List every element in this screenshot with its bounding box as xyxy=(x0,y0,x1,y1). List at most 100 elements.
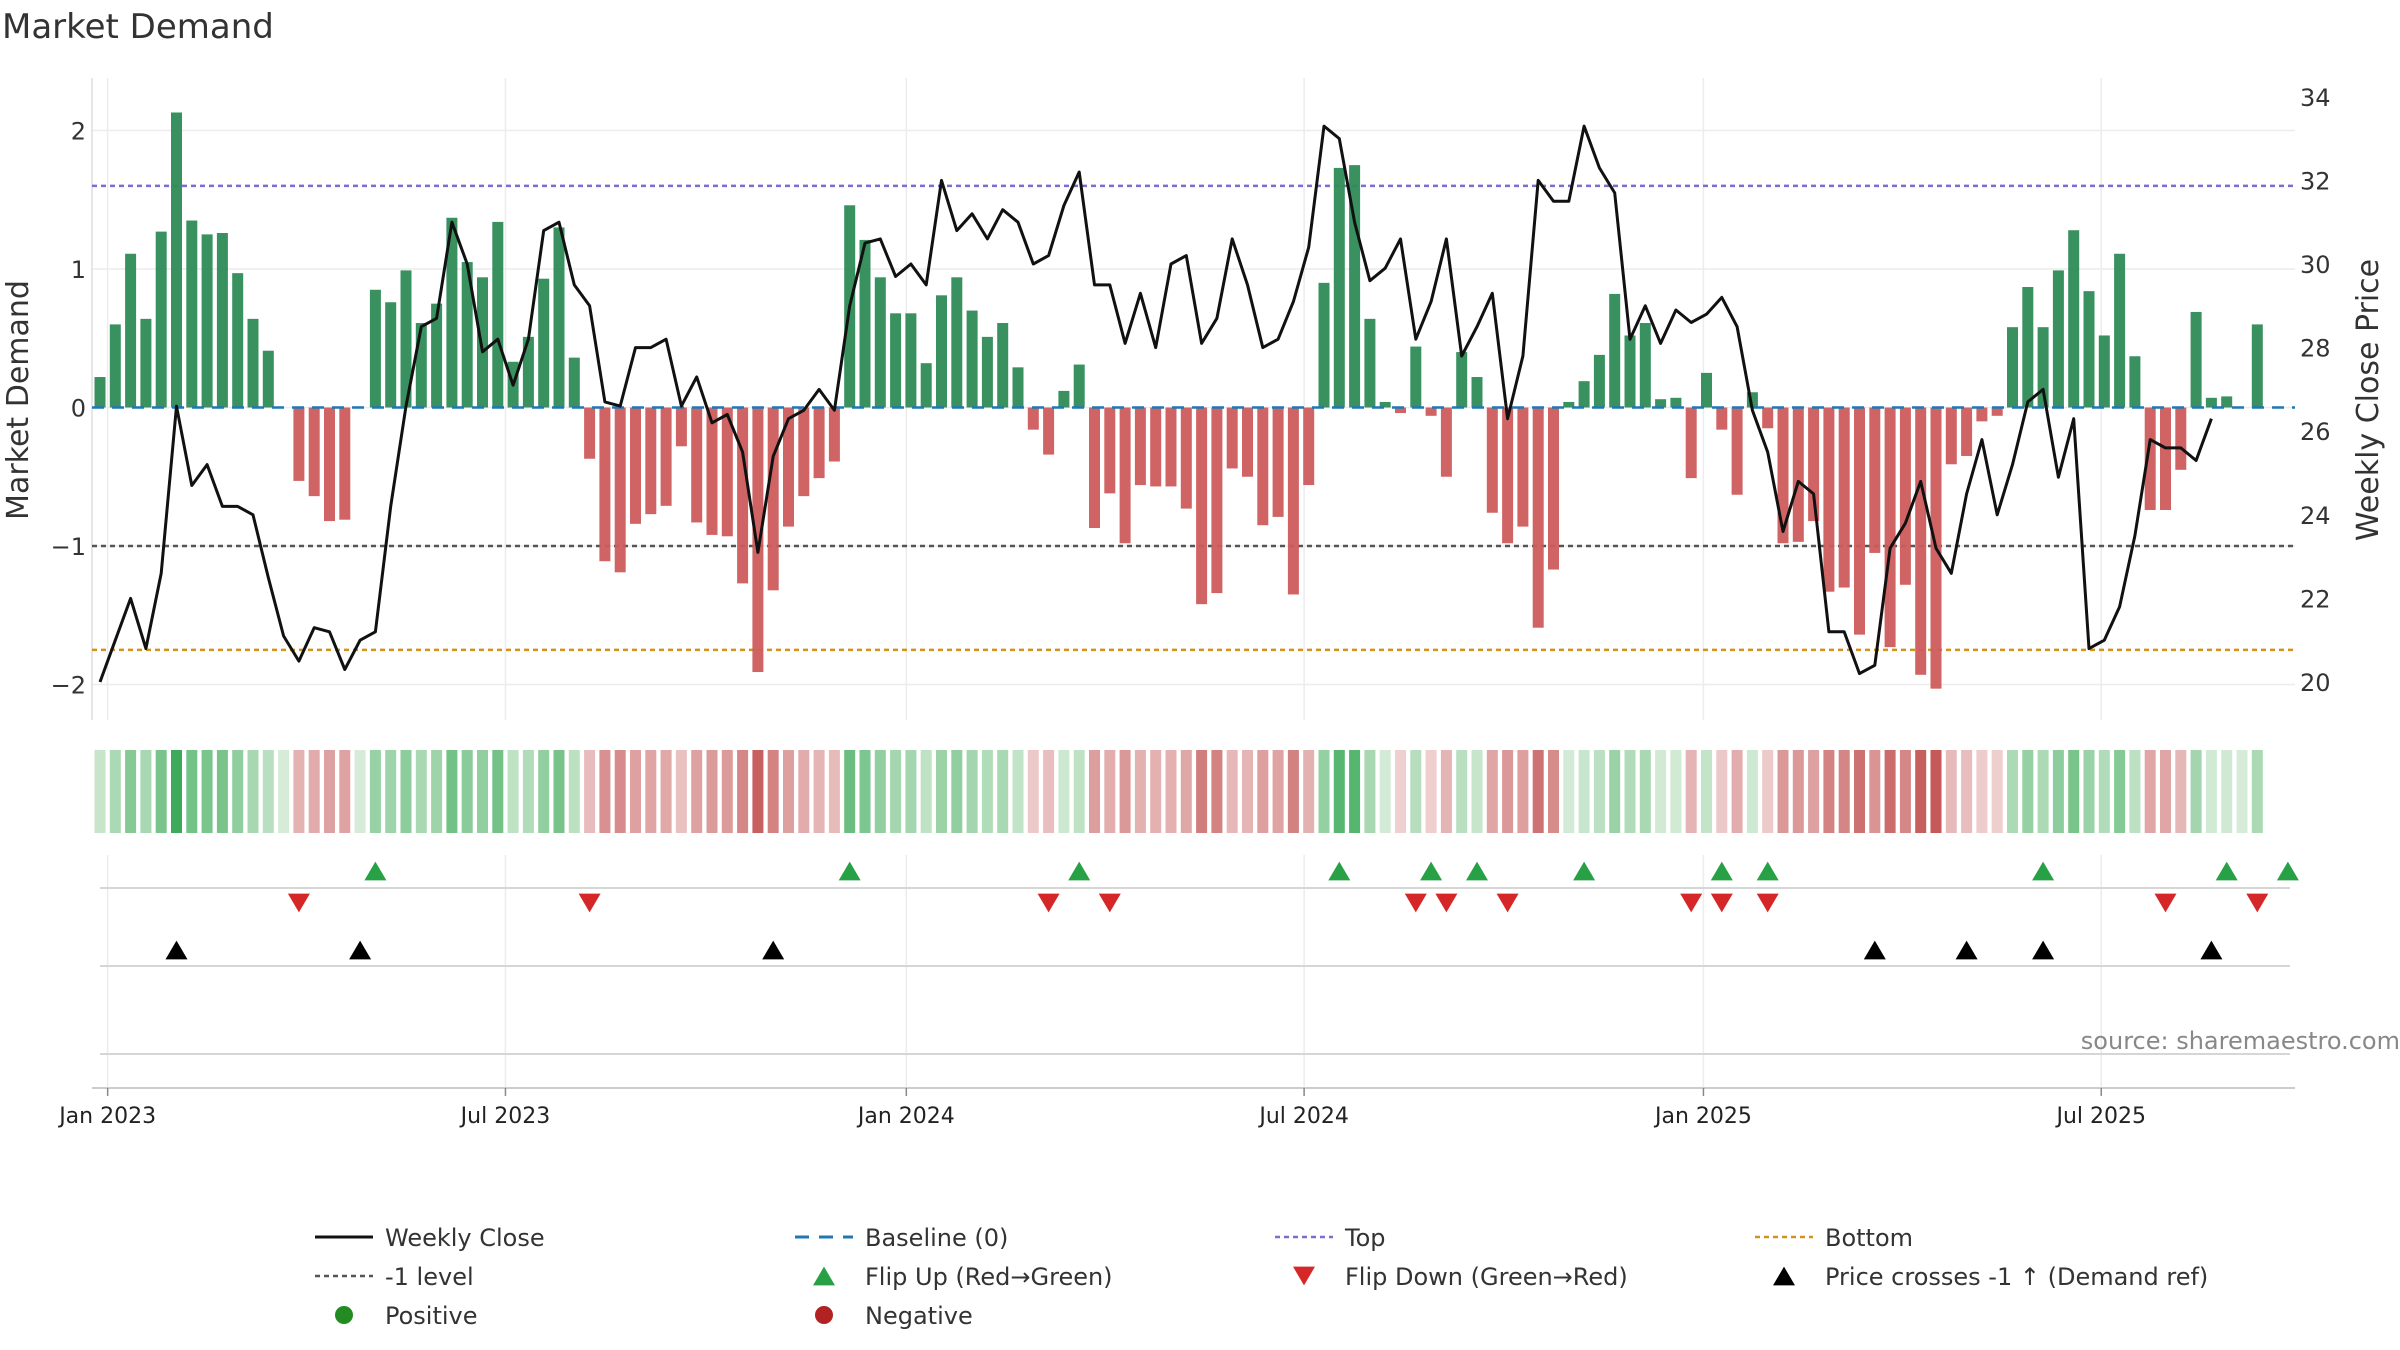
demand-bar xyxy=(125,253,137,408)
heat-cell xyxy=(1685,750,1697,833)
demand-bar xyxy=(1211,407,1223,594)
heat-cell xyxy=(1716,750,1728,833)
demand-bar xyxy=(966,310,978,408)
demand-bar xyxy=(324,407,335,522)
demand-bar xyxy=(2114,253,2126,408)
heat-cell xyxy=(1593,750,1605,833)
heat-cell xyxy=(2160,750,2171,833)
heat-cell xyxy=(2144,750,2156,833)
heat-cell xyxy=(1961,750,1973,833)
heat-cell xyxy=(522,750,534,833)
heat-cell xyxy=(369,750,381,833)
demand-bar xyxy=(1303,407,1315,486)
heat-cell xyxy=(1792,750,1804,833)
demand-bar xyxy=(2052,270,2064,408)
source-credit: source: sharemaestro.com xyxy=(2081,1027,2400,1055)
demand-bar xyxy=(477,277,488,408)
heat-cell xyxy=(1823,750,1835,833)
demand-bar xyxy=(767,407,779,591)
heat-cell xyxy=(874,750,886,833)
heat-cell xyxy=(1104,750,1116,833)
demand-bar xyxy=(140,318,152,408)
demand-bar xyxy=(1104,407,1116,494)
heat-cell xyxy=(492,750,504,833)
demand-bar xyxy=(721,407,733,537)
demand-bar xyxy=(1593,354,1605,408)
demand-bar xyxy=(1869,407,1881,553)
heat-cell xyxy=(461,750,473,833)
demand-bar xyxy=(1349,165,1361,408)
demand-bar xyxy=(2007,327,2018,408)
legend-label: Flip Down (Green→Red) xyxy=(1345,1263,1628,1291)
demand-bar xyxy=(1257,407,1269,526)
flip-up-marker xyxy=(1756,861,1779,881)
demand-bars xyxy=(92,112,2295,689)
demand-bar xyxy=(155,231,167,408)
legend-label: Flip Up (Red→Green) xyxy=(865,1263,1113,1291)
heat-cell xyxy=(94,750,106,833)
demand-bar xyxy=(1318,282,1330,408)
flip-up-marker xyxy=(1573,861,1596,881)
demand-bar xyxy=(1701,372,1712,408)
y2-tick-label: 34 xyxy=(2300,84,2331,112)
heat-cell xyxy=(1333,750,1345,833)
price-cross-marker xyxy=(1863,940,1886,960)
heat-cell xyxy=(1395,750,1406,833)
flip-up-marker xyxy=(1328,861,1351,881)
demand-bar xyxy=(171,112,182,408)
demand-bar xyxy=(798,407,810,497)
flip-up-marker xyxy=(1466,861,1488,881)
demand-bar xyxy=(584,407,596,459)
demand-bar xyxy=(1716,407,1728,430)
demand-bar xyxy=(1134,407,1146,486)
demand-bar xyxy=(109,324,121,408)
heat-cell xyxy=(1012,750,1024,833)
x-tick-label: Jul 2024 xyxy=(1257,1104,1349,1129)
heat-cell xyxy=(140,750,152,833)
demand-bar xyxy=(1563,401,1575,408)
heat-cell xyxy=(1349,750,1361,833)
demand-bar xyxy=(1242,407,1253,477)
y-tick-label: 2 xyxy=(71,118,86,146)
demand-bar xyxy=(1196,407,1208,605)
heat-cell xyxy=(2221,750,2233,833)
demand-bar xyxy=(783,407,794,527)
heat-cell xyxy=(1486,750,1498,833)
heat-cell xyxy=(1180,750,1192,833)
demand-bar xyxy=(400,270,412,408)
heat-cell xyxy=(859,750,871,833)
demand-bar xyxy=(1502,407,1514,544)
heat-cell xyxy=(400,750,412,833)
demand-bar xyxy=(522,336,534,408)
demand-bar xyxy=(1027,407,1039,430)
demand-bar xyxy=(1287,407,1299,595)
demand-bar xyxy=(920,363,932,408)
grid-layer xyxy=(91,78,2295,1089)
demand-bar xyxy=(1961,407,1973,456)
heat-cell xyxy=(1242,750,1253,833)
legend-label: Negative xyxy=(865,1302,973,1330)
heat-cell xyxy=(2098,750,2110,833)
demand-bar xyxy=(936,295,947,408)
demand-bar xyxy=(1226,407,1238,469)
demand-bar xyxy=(1624,335,1636,408)
heat-cell xyxy=(783,750,794,833)
heat-cell xyxy=(1884,750,1896,833)
heat-cell xyxy=(1854,750,1865,833)
demand-bar xyxy=(2022,287,2034,408)
demand-bar xyxy=(2175,407,2187,470)
heat-cell xyxy=(1548,750,1559,833)
demand-bar xyxy=(446,217,458,408)
demand-bar xyxy=(1915,407,1927,675)
heat-cell xyxy=(951,750,963,833)
heat-cell xyxy=(186,750,198,833)
demand-bar xyxy=(1089,407,1100,528)
heat-cell xyxy=(890,750,902,833)
demand-bar xyxy=(1364,318,1376,408)
heat-cell xyxy=(1930,750,1942,833)
heat-cell xyxy=(584,750,596,833)
heat-cell xyxy=(538,750,550,833)
heat-cell xyxy=(1134,750,1146,833)
demand-bar xyxy=(1945,407,1957,465)
heat-cell xyxy=(767,750,779,833)
